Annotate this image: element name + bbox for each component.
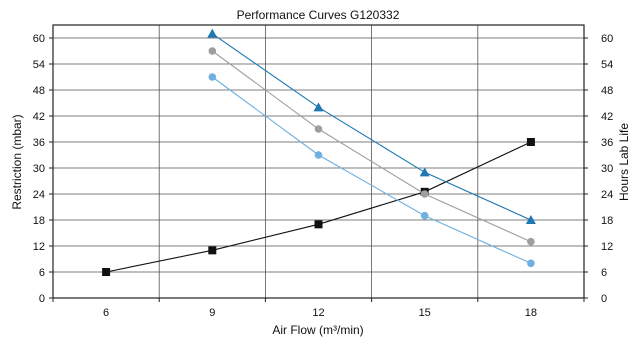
data-point-square bbox=[102, 268, 111, 276]
y2-tick-label: 42 bbox=[601, 111, 613, 123]
data-point-square bbox=[208, 246, 217, 255]
data-point-triangle bbox=[419, 167, 430, 177]
y-tick-label: 24 bbox=[33, 189, 45, 201]
x-tick-label: 12 bbox=[312, 307, 324, 319]
data-point-circle bbox=[420, 190, 429, 198]
data-point-circle bbox=[527, 259, 535, 268]
x-tick-label: 15 bbox=[419, 307, 431, 319]
chart-title: Performance Curves G120332 bbox=[237, 8, 400, 22]
y-tick-label: 36 bbox=[33, 137, 45, 149]
plot-area bbox=[53, 25, 584, 298]
series-layer bbox=[102, 28, 536, 276]
y2-tick-label: 24 bbox=[601, 189, 613, 201]
series-line-2 bbox=[211, 33, 532, 221]
y2-tick-label: 36 bbox=[601, 137, 613, 149]
y2-tick-label: 12 bbox=[601, 241, 613, 253]
data-point-circle bbox=[208, 73, 217, 81]
data-point-circle bbox=[527, 237, 535, 246]
x-tick-label: 9 bbox=[209, 307, 215, 319]
y-tick-label: 30 bbox=[33, 163, 45, 175]
y2-tick-label: 6 bbox=[601, 267, 607, 279]
x-tick-label: 6 bbox=[103, 307, 109, 319]
y-tick-label: 60 bbox=[33, 33, 45, 45]
y2-axis-title: Hours Lab Life bbox=[617, 123, 631, 201]
y-tick-label: 18 bbox=[33, 215, 45, 227]
y-axis-title: Restriction (mbar) bbox=[10, 114, 24, 209]
tick-labels: 0 6 12 18 24 30 36 42 48 54 60 0 6 12 18 24 30 36 42 48 54 60… bbox=[33, 33, 614, 319]
data-point-circle bbox=[420, 211, 429, 220]
x-tick-label: 18 bbox=[525, 307, 537, 319]
x-axis-title: Air Flow (m³/min) bbox=[272, 323, 363, 337]
y-tick-label: 12 bbox=[33, 241, 45, 253]
y-tick-label: 54 bbox=[33, 59, 45, 71]
y-tick-label: 0 bbox=[39, 293, 45, 305]
data-point-triangle bbox=[207, 28, 218, 38]
y2-tick-label: 30 bbox=[601, 163, 613, 175]
series-line-3 bbox=[211, 50, 532, 243]
y2-tick-label: 18 bbox=[601, 215, 613, 227]
data-point-circle bbox=[208, 47, 217, 55]
y-tick-label: 42 bbox=[33, 111, 45, 123]
data-point-circle bbox=[314, 151, 323, 159]
data-point-circle bbox=[314, 125, 323, 133]
y2-tick-label: 48 bbox=[601, 85, 613, 97]
plot-frame bbox=[52, 24, 585, 299]
data-point-square bbox=[526, 138, 535, 146]
y-tick-label: 6 bbox=[39, 267, 45, 279]
data-point-triangle bbox=[313, 102, 324, 112]
data-point-square bbox=[314, 220, 323, 229]
y2-tick-label: 60 bbox=[601, 33, 613, 45]
y2-tick-label: 0 bbox=[601, 293, 607, 305]
axes bbox=[49, 24, 588, 302]
series-line-4 bbox=[211, 76, 532, 264]
data-point-triangle bbox=[525, 215, 536, 224]
y2-tick-label: 54 bbox=[601, 59, 613, 71]
y-tick-label: 48 bbox=[33, 85, 45, 97]
